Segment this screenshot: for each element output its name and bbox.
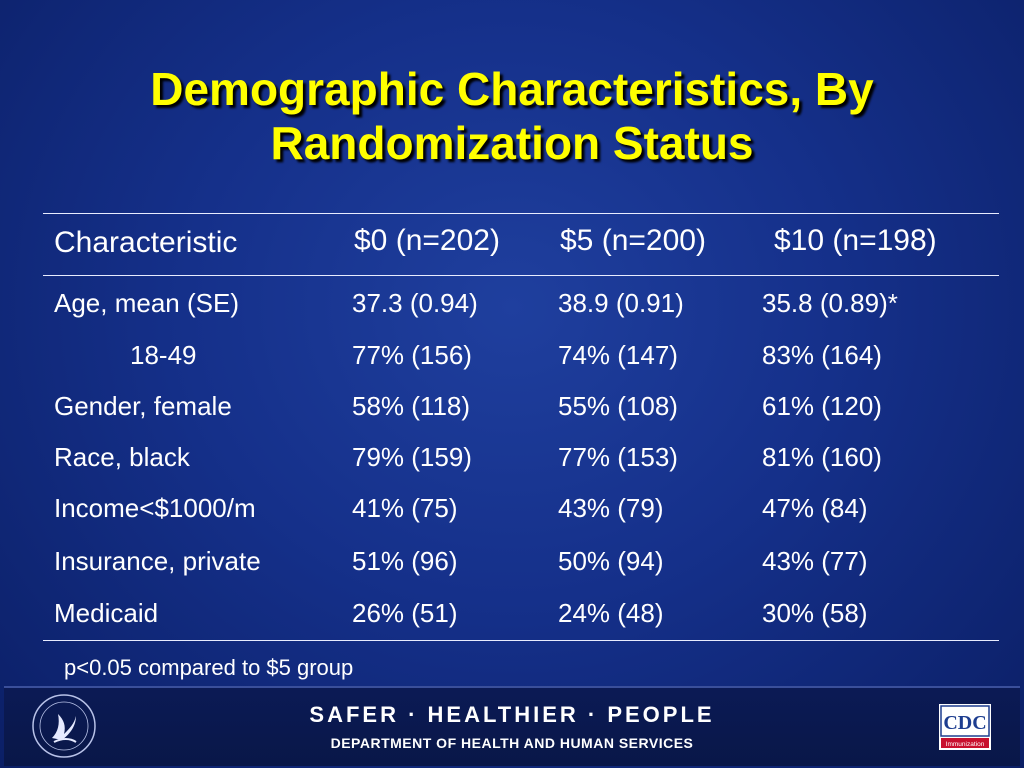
slide-title-line2: Randomization Status (270, 117, 754, 169)
cdc-logo: CDC Immunization (939, 704, 991, 750)
footer-department: DEPARTMENT OF HEALTH AND HUMAN SERVICES (330, 735, 694, 751)
row-label: Age, mean (SE) (54, 288, 239, 318)
row-label: Income<$1000/m (54, 493, 256, 523)
footer-slogan: SAFER · HEALTHIER · PEOPLE (309, 702, 715, 727)
cell-group-0: 79% (159) (352, 442, 472, 472)
cell-group-0: 77% (156) (352, 340, 472, 370)
cell-group-5: 38.9 (0.91) (558, 288, 684, 318)
row-label: Insurance, private (54, 546, 261, 576)
row-label: 18-49 (130, 340, 197, 370)
cell-group-10: 43% (77) (762, 546, 868, 576)
cell-group-0: 26% (51) (352, 598, 458, 628)
header-group-0: $0 (n=202) (354, 224, 500, 257)
cell-group-5: 50% (94) (558, 546, 664, 576)
table-header-rule (43, 275, 999, 276)
row-label: Race, black (54, 442, 190, 472)
header-group-10: $10 (n=198) (774, 224, 937, 257)
cell-group-10: 81% (160) (762, 442, 882, 472)
slide-title-line1: Demographic Characteristics, By (150, 63, 874, 115)
table-top-rule (43, 213, 999, 214)
cdc-logo-subtext: Immunization (946, 741, 985, 748)
cell-group-5: 77% (153) (558, 442, 678, 472)
table-bottom-rule (43, 640, 999, 641)
cell-group-10: 35.8 (0.89)* (762, 288, 898, 318)
hhs-eagle-seal-icon (32, 694, 96, 758)
cell-group-5: 24% (48) (558, 598, 664, 628)
row-label: Medicaid (54, 598, 159, 628)
header-group-5: $5 (n=200) (560, 224, 706, 257)
cell-group-5: 55% (108) (558, 391, 678, 421)
cell-group-10: 61% (120) (762, 391, 882, 421)
cell-group-5: 74% (147) (558, 340, 678, 370)
footnote: p<0.05 compared to $5 group (64, 655, 354, 680)
row-label: Gender, female (54, 391, 232, 421)
cell-group-0: 51% (96) (352, 546, 458, 576)
cell-group-10: 83% (164) (762, 340, 882, 370)
cell-group-0: 58% (118) (352, 391, 471, 421)
cell-group-0: 41% (75) (352, 493, 458, 523)
cdc-logo-text: CDC (943, 712, 986, 734)
cell-group-10: 30% (58) (762, 598, 868, 628)
header-characteristic: Characteristic (54, 226, 238, 259)
slide-title: Demographic Characteristics, By Randomiz… (0, 62, 1024, 170)
cell-group-10: 47% (84) (762, 493, 868, 523)
footer-banner: SAFER · HEALTHIER · PEOPLE DEPARTMENT OF… (4, 686, 1020, 766)
cell-group-5: 43% (79) (558, 493, 664, 523)
cell-group-0: 37.3 (0.94) (352, 288, 478, 318)
